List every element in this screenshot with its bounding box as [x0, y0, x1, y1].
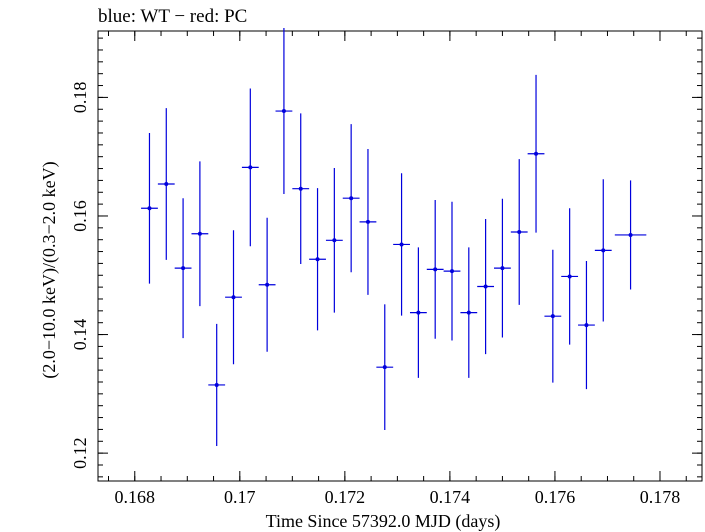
chart-title: blue: WT − red: PC [98, 6, 247, 27]
point-marker [466, 310, 471, 315]
data-point [342, 124, 360, 273]
point-marker [265, 282, 270, 287]
x-tick-label: 0.178 [640, 487, 681, 507]
point-marker [433, 267, 438, 272]
y-tick-label: 0.14 [70, 319, 90, 351]
point-marker [332, 238, 337, 243]
point-marker [550, 314, 555, 319]
data-point [578, 261, 595, 390]
point-marker [628, 232, 633, 237]
plot-frame [97, 30, 703, 482]
point-marker [281, 109, 286, 114]
data-point [527, 74, 545, 233]
point-marker [181, 266, 186, 271]
point-marker [399, 242, 404, 247]
data-point [325, 167, 343, 313]
data-point [275, 28, 293, 195]
data-point [208, 323, 226, 447]
data-point [614, 180, 647, 290]
data-point [191, 161, 209, 307]
data-point [460, 247, 478, 378]
axis-ticks: 0.168 0.17 0.172 0.174 0.176 0.178 0.12 0.14 0.1… [70, 31, 702, 507]
point-marker [416, 310, 421, 315]
point-marker [164, 181, 169, 186]
point-marker [147, 206, 152, 211]
data-point [510, 159, 528, 305]
point-marker [584, 323, 589, 328]
point-marker [483, 284, 488, 289]
data-point [409, 247, 427, 378]
point-marker [601, 248, 606, 253]
x-tick-label: 0.174 [430, 487, 471, 507]
data-point [309, 188, 326, 331]
point-marker [517, 229, 522, 234]
data-point [426, 199, 444, 339]
data-point [393, 173, 410, 316]
point-marker [382, 365, 387, 370]
point-marker [567, 274, 572, 279]
data-point [594, 179, 612, 322]
data-point [359, 148, 377, 295]
data-point [544, 249, 562, 383]
point-marker [349, 196, 354, 201]
point-marker [298, 186, 303, 191]
y-tick-label: 0.12 [70, 437, 90, 469]
x-tick-label: 0.168 [115, 487, 156, 507]
data-point [241, 88, 259, 247]
data-point [157, 108, 175, 260]
y-tick-label: 0.18 [70, 82, 90, 114]
y-axis-label: (2.0−10.0 keV)/(0.3−2.0 keV) [39, 161, 60, 378]
point-marker [248, 165, 253, 170]
point-marker [534, 151, 539, 156]
data-point [258, 217, 276, 352]
x-tick-label: 0.172 [325, 487, 366, 507]
point-marker [214, 382, 219, 387]
point-marker [365, 219, 370, 224]
x-axis-label: Time Since 57392.0 MJD (days) [266, 511, 501, 532]
point-marker [315, 257, 320, 262]
data-point [225, 230, 242, 365]
x-tick-label: 0.17 [224, 487, 256, 507]
point-marker [449, 269, 454, 274]
data-point [292, 113, 310, 265]
point-marker [500, 266, 505, 271]
data-point [443, 201, 461, 341]
x-tick-label: 0.176 [535, 487, 576, 507]
data-point [477, 218, 495, 355]
data-point [141, 132, 158, 284]
data-point [494, 198, 511, 338]
data-point [376, 304, 394, 431]
point-marker [231, 295, 236, 300]
data-points [141, 28, 647, 447]
data-point [174, 198, 192, 339]
y-tick-label: 0.16 [70, 200, 90, 232]
data-point [561, 208, 579, 345]
point-marker [197, 231, 202, 236]
